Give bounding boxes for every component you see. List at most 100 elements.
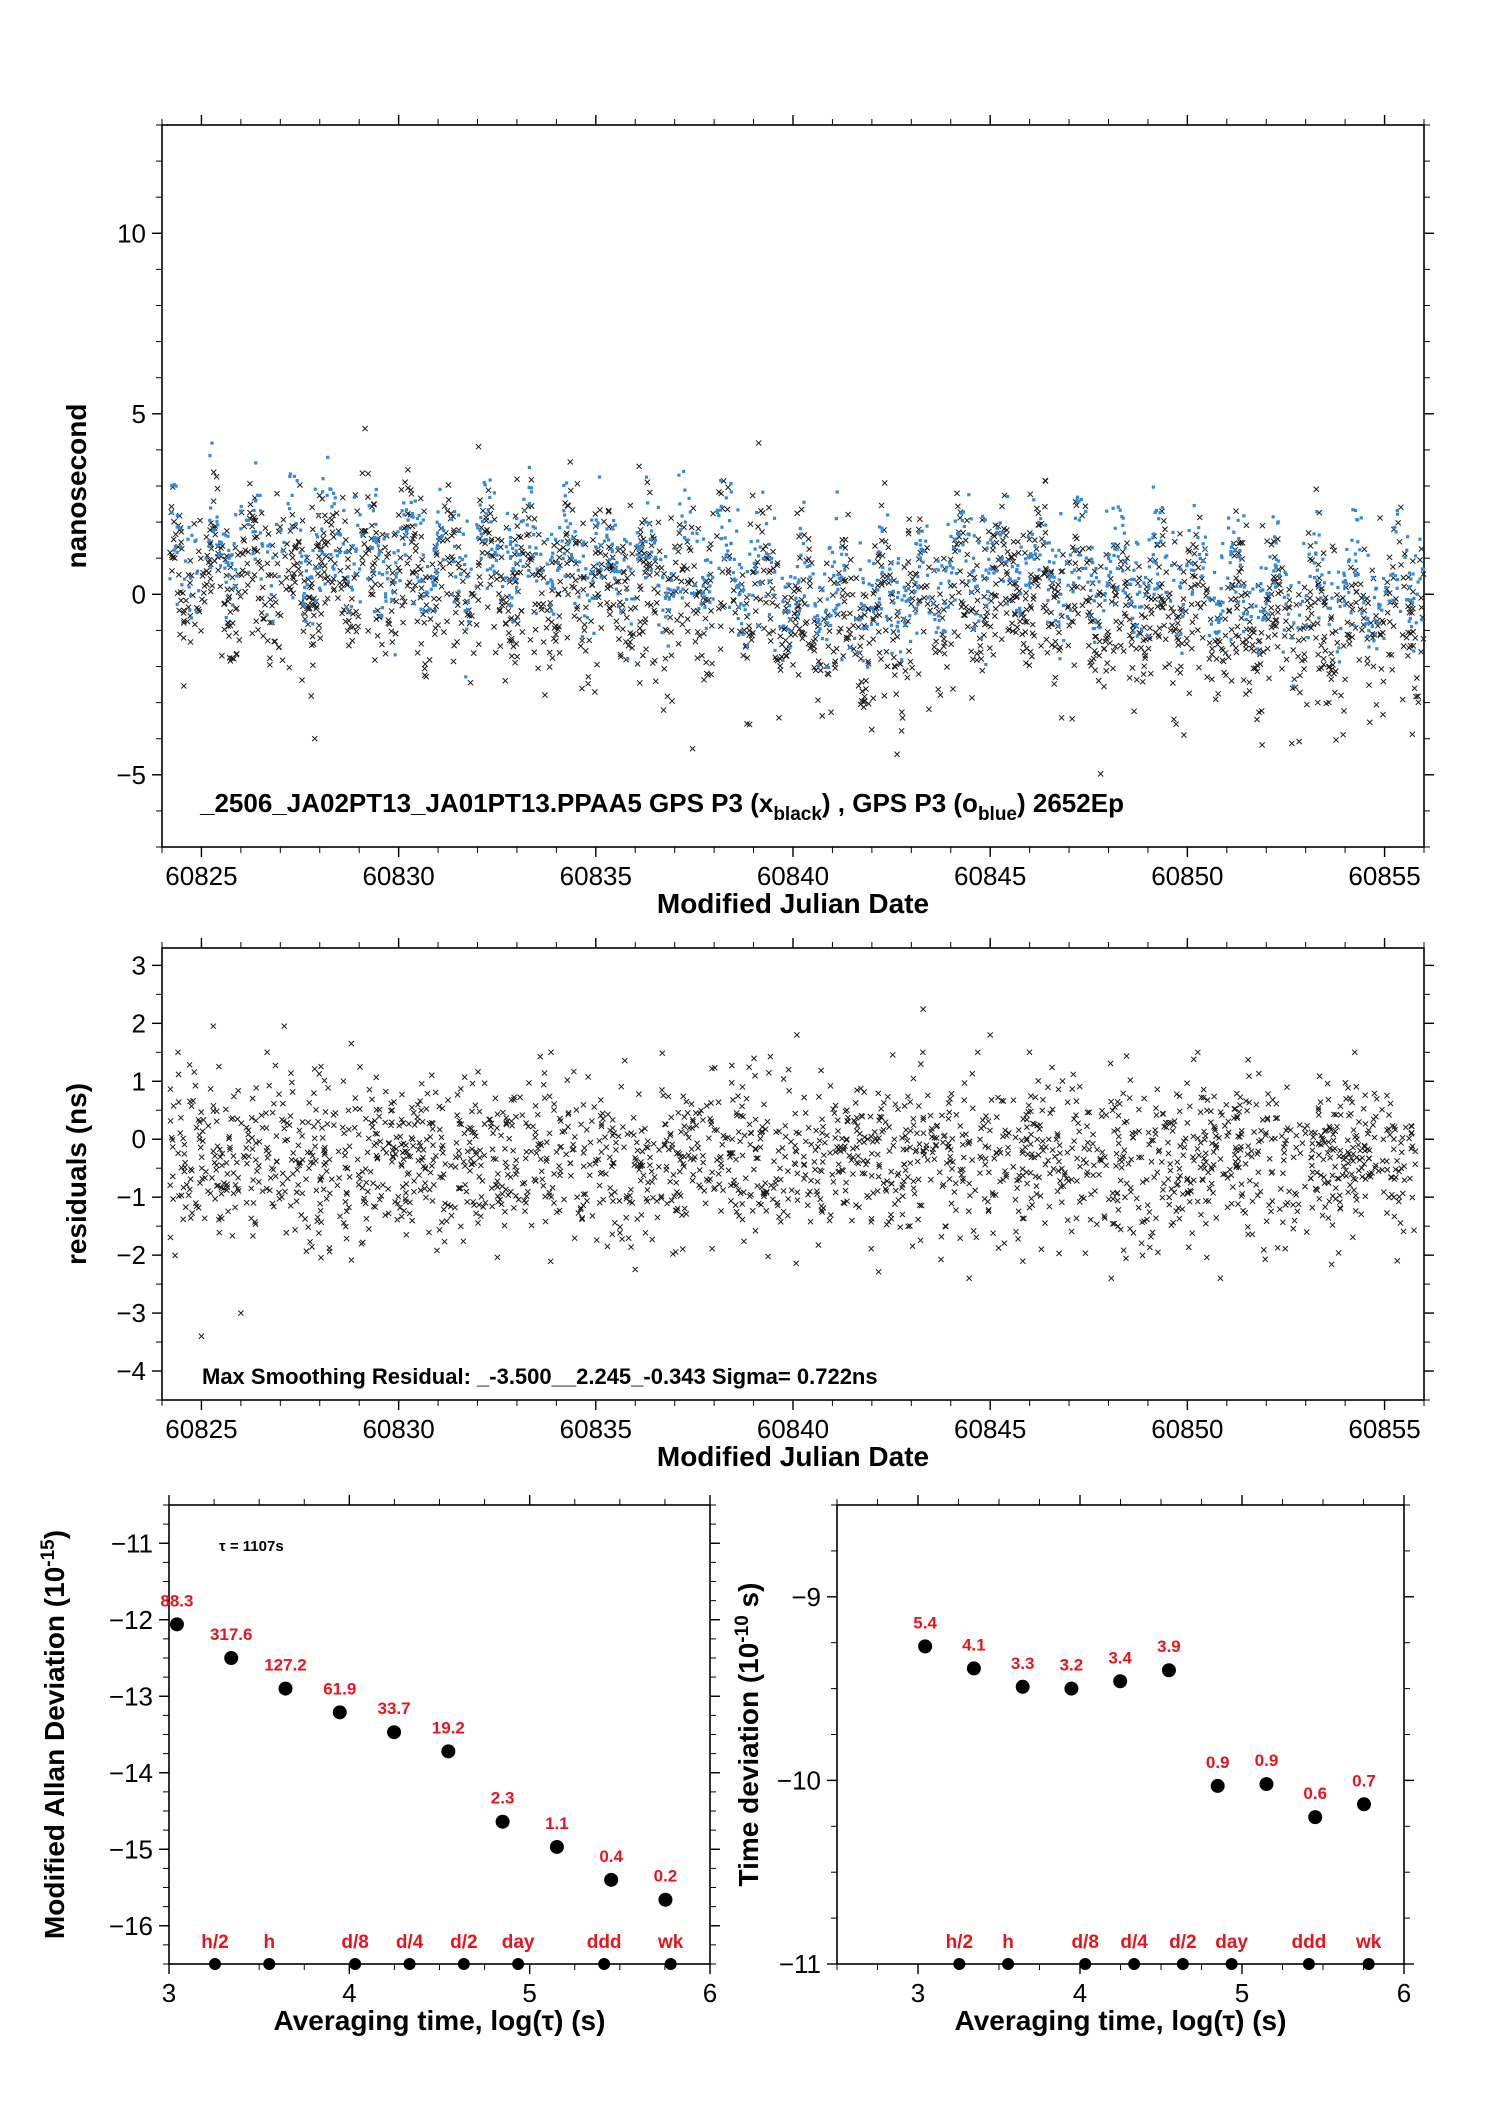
data-point <box>1135 634 1139 638</box>
data-point <box>349 585 354 589</box>
data-point <box>1274 557 1278 562</box>
data-point <box>258 531 262 535</box>
data-point <box>256 1138 263 1145</box>
data-point <box>1186 690 1193 697</box>
data-point <box>764 522 769 526</box>
data-point <box>1052 643 1058 650</box>
data-point <box>1005 601 1009 606</box>
data-point <box>635 1091 642 1098</box>
data-point <box>709 660 715 667</box>
data-point <box>380 573 385 577</box>
data-point <box>226 563 231 568</box>
data-point <box>556 560 560 565</box>
data-point <box>503 576 507 580</box>
data-point <box>535 665 542 672</box>
data-point <box>299 1156 306 1163</box>
data-point <box>1259 609 1263 613</box>
data-point <box>685 1134 692 1141</box>
data-point <box>1023 660 1029 667</box>
data-point <box>1209 645 1216 652</box>
data-point <box>405 527 409 531</box>
data-point <box>295 539 302 546</box>
data-point <box>703 605 707 609</box>
data-point <box>902 1132 909 1139</box>
data-point <box>580 586 587 593</box>
data-point <box>488 1185 495 1192</box>
data-point <box>577 643 584 650</box>
data-point <box>815 697 821 704</box>
data-point <box>1158 511 1162 515</box>
data-point <box>606 1154 613 1161</box>
data-point <box>485 586 489 590</box>
data-point <box>330 534 337 540</box>
data-point <box>1307 542 1314 549</box>
data-point <box>1245 1056 1252 1063</box>
data-point <box>1339 627 1343 631</box>
data-point <box>1044 649 1051 656</box>
data-point <box>1418 604 1425 611</box>
data-point <box>510 546 515 550</box>
data-point <box>374 493 378 497</box>
data-point <box>1248 590 1252 595</box>
data-point <box>1090 1162 1097 1169</box>
data-point <box>1365 600 1372 607</box>
data-point <box>1414 554 1418 558</box>
data-point <box>1056 1142 1063 1149</box>
data-point <box>385 533 389 537</box>
data-point <box>738 582 742 587</box>
data-point <box>527 636 534 643</box>
data-point <box>530 1123 536 1130</box>
data-point <box>447 571 454 578</box>
data-point <box>802 500 806 504</box>
data-point <box>1231 552 1238 559</box>
data-point <box>736 585 740 590</box>
data-point <box>717 623 724 630</box>
data-point <box>482 481 486 485</box>
data-point <box>1244 1224 1251 1230</box>
data-point <box>515 590 519 594</box>
data-point <box>434 545 438 549</box>
data-point <box>320 535 327 542</box>
data-point <box>1206 596 1210 600</box>
data-point <box>554 537 558 542</box>
data-point <box>227 548 231 553</box>
data-point <box>365 470 372 477</box>
data-point <box>244 560 251 567</box>
data-point <box>1035 1077 1042 1084</box>
data-point <box>1010 558 1017 565</box>
data-point <box>485 568 489 572</box>
data-point <box>288 472 293 476</box>
data-point <box>696 1167 703 1174</box>
data-point <box>1031 632 1038 639</box>
data-point <box>1097 563 1104 570</box>
data-point <box>1143 575 1148 580</box>
data-point <box>243 1145 250 1151</box>
data-point <box>457 1085 464 1092</box>
data-point <box>459 572 463 576</box>
data-point <box>639 652 646 659</box>
data-point <box>378 641 385 648</box>
time-series-y-axis-title: nanosecond <box>61 404 92 569</box>
data-point <box>423 1194 429 1201</box>
data-point <box>629 570 635 577</box>
data-point <box>925 573 930 577</box>
data-point <box>973 625 977 630</box>
data-point <box>1026 535 1031 539</box>
data-point <box>968 648 975 655</box>
data-point <box>389 1147 396 1154</box>
data-point <box>1380 619 1387 626</box>
data-point <box>417 513 421 518</box>
data-point <box>708 584 712 588</box>
data-point <box>1250 626 1257 633</box>
data-point <box>480 520 485 524</box>
data-point <box>344 564 351 571</box>
data-point <box>873 605 880 612</box>
data-point <box>696 633 703 640</box>
data-point <box>250 1177 257 1184</box>
data-point <box>1113 618 1120 625</box>
data-point <box>808 1177 815 1184</box>
data-point <box>1048 641 1055 648</box>
data-point <box>391 532 398 539</box>
data-point <box>620 548 627 555</box>
data-point <box>769 585 776 592</box>
